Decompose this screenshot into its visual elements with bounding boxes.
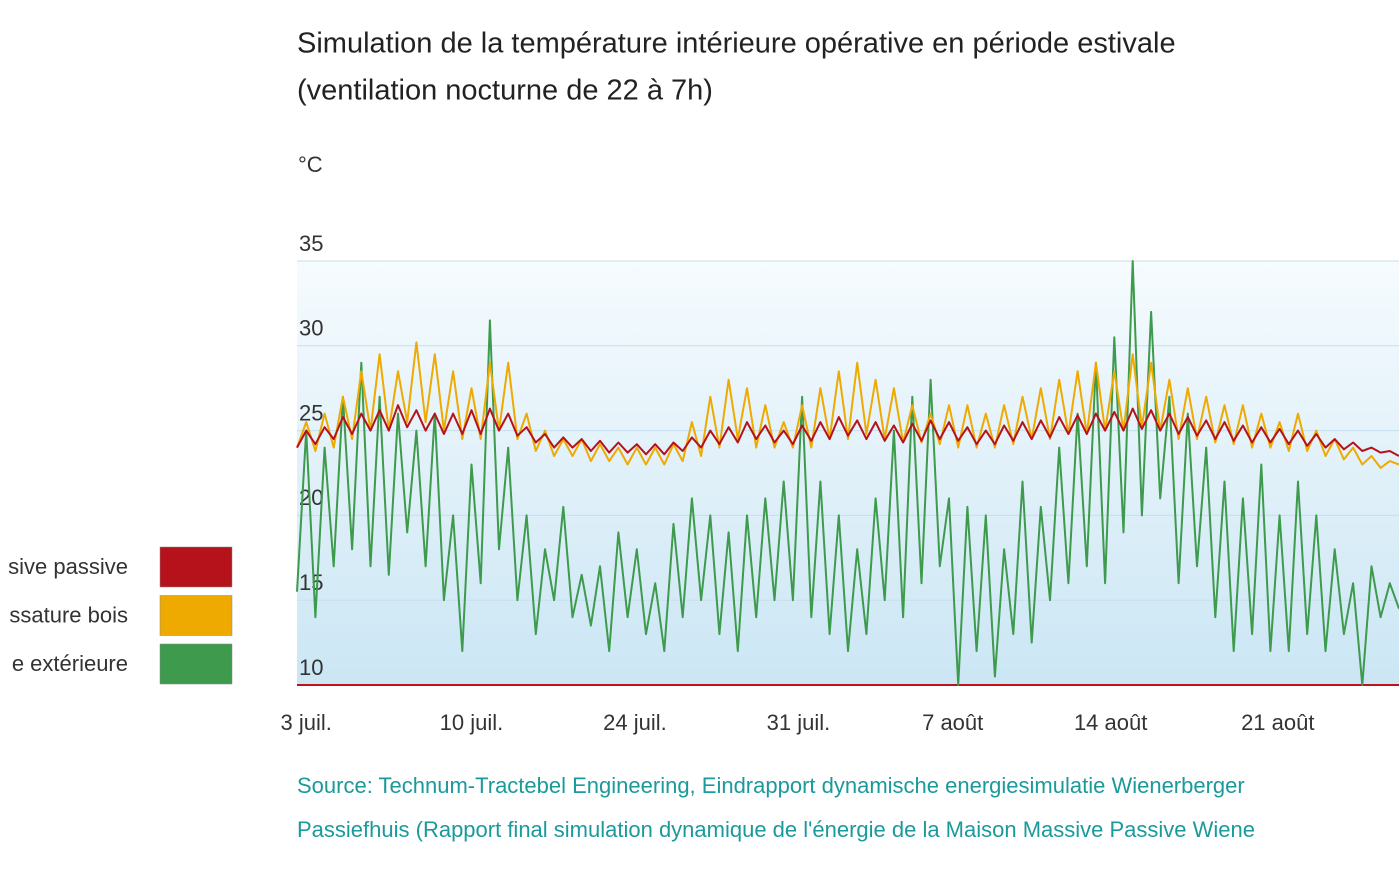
y-tick-label: 30 <box>299 316 323 341</box>
legend-swatch <box>159 546 233 588</box>
y-tick-label: 25 <box>299 400 323 425</box>
x-tick-label: 3 juil. <box>281 710 332 735</box>
legend-swatch <box>159 643 233 685</box>
x-tick-label: 31 juil. <box>767 710 831 735</box>
x-tick-label: 10 juil. <box>440 710 504 735</box>
y-tick-label: 15 <box>299 570 323 595</box>
x-tick-label: 7 août <box>922 710 983 735</box>
chart-title: (ventilation nocturne de 22 à 7h) <box>297 75 713 107</box>
y-tick-label: 10 <box>299 655 323 680</box>
series-line <box>296 260 1399 686</box>
legend-label: ssature bois <box>9 602 128 627</box>
legend-label: e extérieure <box>12 651 128 676</box>
x-tick-label: 14 août <box>1074 710 1147 735</box>
series-line <box>296 404 1399 457</box>
plot-background <box>297 261 1399 685</box>
source-note: Passiefhuis (Rapport final simulation dy… <box>297 817 1255 842</box>
legend-swatch <box>159 595 233 636</box>
source-note: Source: Technum-Tractebel Engineering, E… <box>297 773 1245 798</box>
chart-title: Simulation de la température intérieure … <box>297 28 1176 60</box>
x-tick-label: 24 juil. <box>603 710 667 735</box>
y-tick-label: 35 <box>299 231 323 256</box>
legend-label: sive passive <box>8 554 128 579</box>
series-line <box>296 341 1399 469</box>
y-axis-label: °C <box>298 152 323 177</box>
x-tick-label: 21 août <box>1241 710 1314 735</box>
